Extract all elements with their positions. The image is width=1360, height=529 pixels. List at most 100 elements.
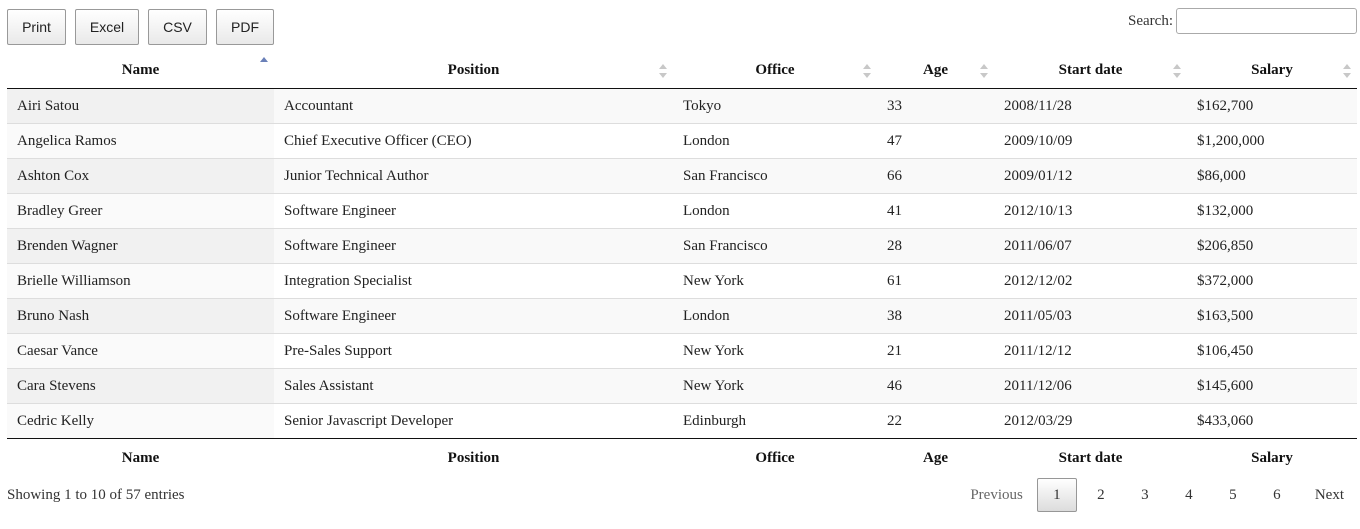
cell-office: New York (673, 263, 877, 299)
sort-both-icon (659, 63, 667, 78)
cell-age: 28 (877, 228, 994, 264)
sort-both-icon (863, 63, 871, 78)
sort-both-icon (980, 63, 988, 78)
page-button-3[interactable]: 3 (1141, 486, 1149, 503)
page-button-2[interactable]: 2 (1097, 486, 1105, 503)
cell-name: Cedric Kelly (7, 403, 274, 439)
previous-page-button[interactable]: Previous (970, 486, 1023, 503)
search-input[interactable] (1176, 8, 1357, 34)
cell-salary: $163,500 (1187, 298, 1357, 334)
cell-name: Caesar Vance (7, 333, 274, 369)
column-header-label: Position (447, 62, 500, 78)
cell-position: Accountant (274, 88, 673, 124)
column-header-office[interactable]: Office (673, 53, 877, 89)
cell-age: 22 (877, 403, 994, 439)
search-box: Search: (1128, 8, 1357, 34)
cell-age: 21 (877, 333, 994, 369)
cell-office: London (673, 193, 877, 229)
cell-start-date: 2011/05/03 (994, 298, 1187, 334)
column-header-label: Salary (1251, 62, 1293, 78)
cell-office: San Francisco (673, 228, 877, 264)
cell-position: Chief Executive Officer (CEO) (274, 123, 673, 159)
table-row: Cara Stevens Sales Assistant New York 46… (7, 368, 1357, 404)
cell-name: Bruno Nash (7, 298, 274, 334)
cell-age: 33 (877, 88, 994, 124)
cell-position: Software Engineer (274, 298, 673, 334)
pdf-button[interactable]: PDF (216, 9, 274, 45)
cell-name: Bradley Greer (7, 193, 274, 229)
column-header-salary[interactable]: Salary (1187, 53, 1357, 89)
cell-age: 66 (877, 158, 994, 194)
column-footer-office: Office (673, 438, 877, 477)
cell-salary: $433,060 (1187, 403, 1357, 439)
cell-office: New York (673, 333, 877, 369)
page-button-1[interactable]: 1 (1036, 478, 1077, 512)
employees-table: Name Position Office Age Start date Sala… (7, 53, 1357, 477)
table-row: Caesar Vance Pre-Sales Support New York … (7, 333, 1357, 369)
cell-office: New York (673, 368, 877, 404)
entries-info: Showing 1 to 10 of 57 entries (7, 487, 185, 503)
cell-start-date: 2008/11/28 (994, 88, 1187, 124)
column-header-label: Age (923, 62, 948, 78)
cell-age: 61 (877, 263, 994, 299)
table-row: Brielle Williamson Integration Specialis… (7, 263, 1357, 299)
sort-both-icon (1343, 63, 1351, 78)
cell-office: Edinburgh (673, 403, 877, 439)
cell-name: Cara Stevens (7, 368, 274, 404)
pagination: Previous 1 2 3 4 5 6 Next (956, 478, 1348, 512)
cell-start-date: 2011/06/07 (994, 228, 1187, 264)
column-header-start-date[interactable]: Start date (994, 53, 1187, 89)
cell-name: Ashton Cox (7, 158, 274, 194)
cell-name: Brenden Wagner (7, 228, 274, 264)
cell-start-date: 2011/12/12 (994, 333, 1187, 369)
cell-name: Angelica Ramos (7, 123, 274, 159)
cell-age: 47 (877, 123, 994, 159)
table-row: Airi Satou Accountant Tokyo 33 2008/11/2… (7, 88, 1357, 124)
cell-age: 46 (877, 368, 994, 404)
cell-start-date: 2012/03/29 (994, 403, 1187, 439)
cell-position: Junior Technical Author (274, 158, 673, 194)
cell-office: Tokyo (673, 88, 877, 124)
column-footer-name: Name (7, 438, 274, 477)
cell-salary: $86,000 (1187, 158, 1357, 194)
cell-salary: $372,000 (1187, 263, 1357, 299)
cell-position: Pre-Sales Support (274, 333, 673, 369)
page-button-4[interactable]: 4 (1185, 486, 1193, 503)
header-row: Name Position Office Age Start date Sala… (7, 53, 1357, 89)
column-header-position[interactable]: Position (274, 53, 673, 89)
table-row: Bradley Greer Software Engineer London 4… (7, 193, 1357, 229)
csv-button[interactable]: CSV (148, 9, 207, 45)
cell-position: Sales Assistant (274, 368, 673, 404)
print-button[interactable]: Print (7, 9, 66, 45)
excel-button[interactable]: Excel (75, 9, 139, 45)
sort-ascending-icon (260, 56, 268, 78)
sort-both-icon (1173, 63, 1181, 78)
cell-office: San Francisco (673, 158, 877, 194)
page-button-5[interactable]: 5 (1229, 486, 1237, 503)
cell-salary: $106,450 (1187, 333, 1357, 369)
column-header-label: Office (755, 62, 795, 78)
column-footer-salary: Salary (1187, 438, 1357, 477)
column-header-label: Name (121, 62, 160, 78)
column-header-age[interactable]: Age (877, 53, 994, 89)
cell-salary: $132,000 (1187, 193, 1357, 229)
cell-name: Brielle Williamson (7, 263, 274, 299)
cell-salary: $206,850 (1187, 228, 1357, 264)
cell-salary: $162,700 (1187, 88, 1357, 124)
cell-office: London (673, 298, 877, 334)
column-header-name[interactable]: Name (7, 53, 274, 89)
footer-row: Name Position Office Age Start date Sala… (7, 438, 1357, 477)
search-label: Search: (1128, 12, 1173, 29)
next-page-button[interactable]: Next (1314, 486, 1344, 503)
cell-start-date: 2009/01/12 (994, 158, 1187, 194)
table-row: Bruno Nash Software Engineer London 38 2… (7, 298, 1357, 334)
cell-office: London (673, 123, 877, 159)
cell-name: Airi Satou (7, 88, 274, 124)
page-button-6[interactable]: 6 (1273, 486, 1281, 503)
cell-position: Senior Javascript Developer (274, 403, 673, 439)
cell-salary: $145,600 (1187, 368, 1357, 404)
cell-position: Software Engineer (274, 193, 673, 229)
cell-age: 41 (877, 193, 994, 229)
cell-salary: $1,200,000 (1187, 123, 1357, 159)
table-row: Angelica Ramos Chief Executive Officer (… (7, 123, 1357, 159)
